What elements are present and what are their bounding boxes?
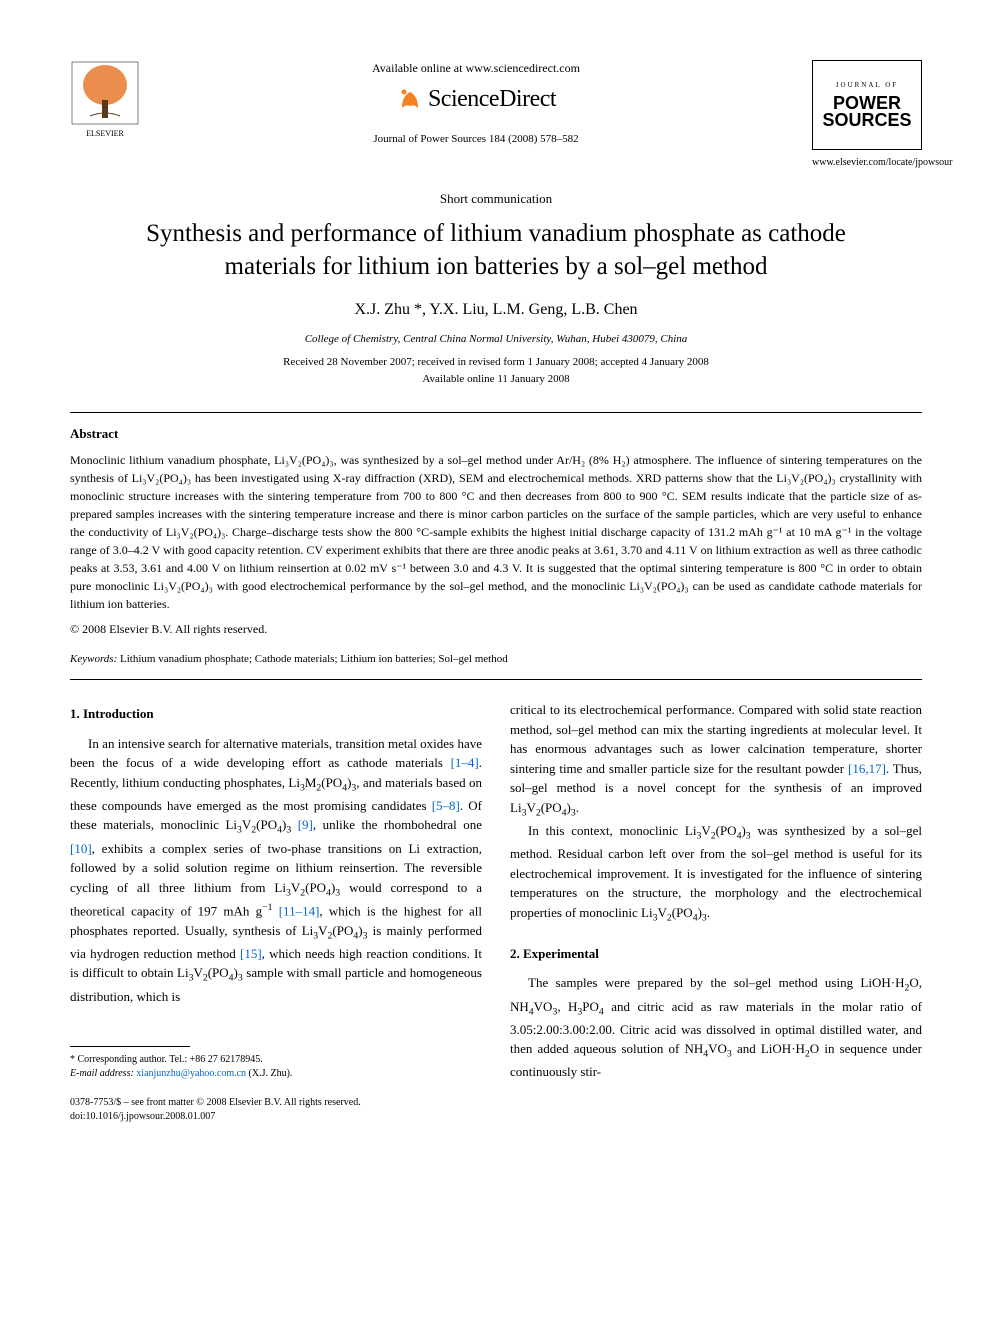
two-column-body: 1. Introduction In an intensive search f…: [70, 700, 922, 1082]
header-row: ELSEVIER Available online at www.science…: [70, 60, 922, 170]
ref-link[interactable]: [5–8]: [432, 798, 460, 813]
article-type: Short communication: [70, 190, 922, 208]
ref-link[interactable]: [1–4]: [451, 755, 479, 770]
journal-reference: Journal of Power Sources 184 (2008) 578–…: [160, 132, 792, 147]
elsevier-tree-icon: ELSEVIER: [70, 60, 140, 140]
rule-bottom: [70, 679, 922, 680]
paragraph-3: In this context, monoclinic Li3V2(PO4)3 …: [510, 821, 922, 926]
paragraph-1: In an intensive search for alternative m…: [70, 734, 482, 1006]
sciencedirect-icon: [396, 86, 424, 114]
keywords-label: Keywords:: [70, 653, 117, 665]
keywords-line: Keywords: Lithium vanadium phosphate; Ca…: [70, 652, 922, 667]
abstract-copyright: © 2008 Elsevier B.V. All rights reserved…: [70, 621, 922, 638]
section-1-heading: 1. Introduction: [70, 704, 482, 724]
footer-line1: 0378-7753/$ – see front matter © 2008 El…: [70, 1096, 922, 1110]
ref-link[interactable]: [9]: [298, 817, 313, 832]
journal-logo-container: JOURNAL OF POWER SOURCES www.elsevier.co…: [812, 60, 922, 170]
sciencedirect-text: ScienceDirect: [428, 83, 556, 117]
email-label: E-mail address:: [70, 1068, 134, 1079]
header-center: Available online at www.sciencedirect.co…: [140, 60, 812, 148]
available-online-text: Available online at www.sciencedirect.co…: [160, 60, 792, 77]
ref-link[interactable]: [15]: [240, 946, 262, 961]
sciencedirect-brand: ScienceDirect: [160, 83, 792, 117]
rule-top: [70, 412, 922, 413]
journal-logo-line2: SOURCES: [822, 112, 911, 129]
paragraph-4: The samples were prepared by the sol–gel…: [510, 973, 922, 1082]
elsevier-logo: ELSEVIER: [70, 60, 140, 140]
article-title: Synthesis and performance of lithium van…: [70, 218, 922, 283]
page-container: ELSEVIER Available online at www.science…: [0, 0, 992, 1164]
keywords-text: Lithium vanadium phosphate; Cathode mate…: [120, 653, 508, 665]
available-online-date: Available online 11 January 2008: [70, 372, 922, 387]
column-right: critical to its electrochemical performa…: [510, 700, 922, 1082]
footnote-rule: [70, 1046, 190, 1047]
paragraph-2: critical to its electrochemical performa…: [510, 700, 922, 821]
svg-text:ELSEVIER: ELSEVIER: [86, 129, 124, 138]
journal-logo-top: JOURNAL OF: [836, 81, 898, 91]
ref-link[interactable]: [10]: [70, 841, 92, 856]
ref-link[interactable]: [11–14]: [279, 903, 320, 918]
footnote-email: E-mail address: xianjunzhu@yahoo.com.cn …: [70, 1067, 482, 1081]
email-link[interactable]: xianjunzhu@yahoo.com.cn: [136, 1068, 246, 1079]
email-suffix: (X.J. Zhu).: [249, 1068, 293, 1079]
journal-url: www.elsevier.com/locate/jpowsour: [812, 156, 922, 170]
affiliation: College of Chemistry, Central China Norm…: [70, 332, 922, 347]
authors: X.J. Zhu *, Y.X. Liu, L.M. Geng, L.B. Ch…: [70, 299, 922, 321]
column-left: 1. Introduction In an intensive search f…: [70, 700, 482, 1082]
footer-line2: doi:10.1016/j.jpowsour.2008.01.007: [70, 1110, 922, 1124]
abstract-heading: Abstract: [70, 425, 922, 443]
ref-link[interactable]: [16,17]: [848, 761, 886, 776]
journal-logo-box: JOURNAL OF POWER SOURCES: [812, 60, 922, 150]
article-dates: Received 28 November 2007; received in r…: [70, 355, 922, 370]
abstract-text: Monoclinic lithium vanadium phosphate, L…: [70, 451, 922, 613]
footnote-corresponding: * Corresponding author. Tel.: +86 27 621…: [70, 1053, 482, 1067]
section-2-heading: 2. Experimental: [510, 944, 922, 964]
